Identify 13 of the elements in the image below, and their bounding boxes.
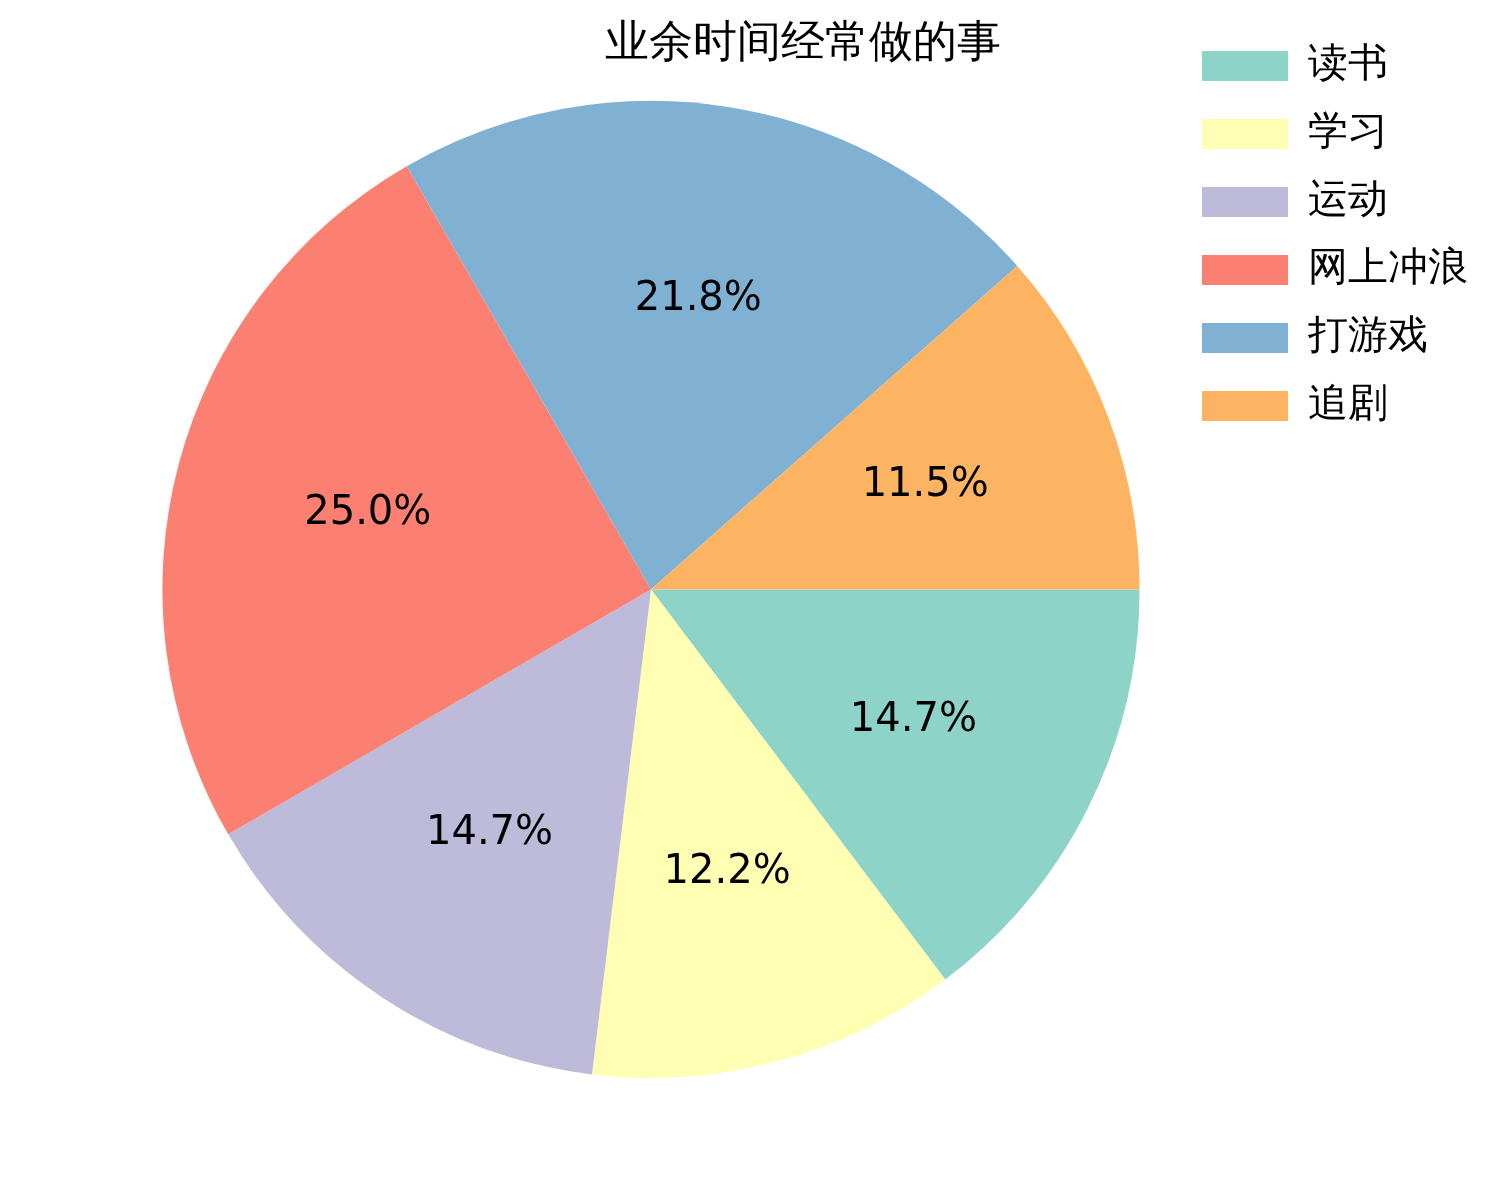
legend-label: 打游戏 <box>1307 311 1428 358</box>
data-label: 11.5% <box>861 459 989 506</box>
legend-label: 追剧 <box>1308 379 1388 426</box>
data-label: 12.2% <box>663 845 791 892</box>
legend-label: 运动 <box>1308 175 1388 222</box>
data-label: 25.0% <box>304 487 432 534</box>
legend-label: 网上冲浪 <box>1308 243 1468 290</box>
legend-label: 学习 <box>1308 107 1388 154</box>
data-label: 14.7% <box>425 807 554 854</box>
legend-label: 读书 <box>1308 39 1388 86</box>
data-label: 21.8% <box>634 273 762 320</box>
data-label: 14.7% <box>849 693 977 740</box>
chart-title: 业余时间经常做的事 <box>605 14 1001 66</box>
